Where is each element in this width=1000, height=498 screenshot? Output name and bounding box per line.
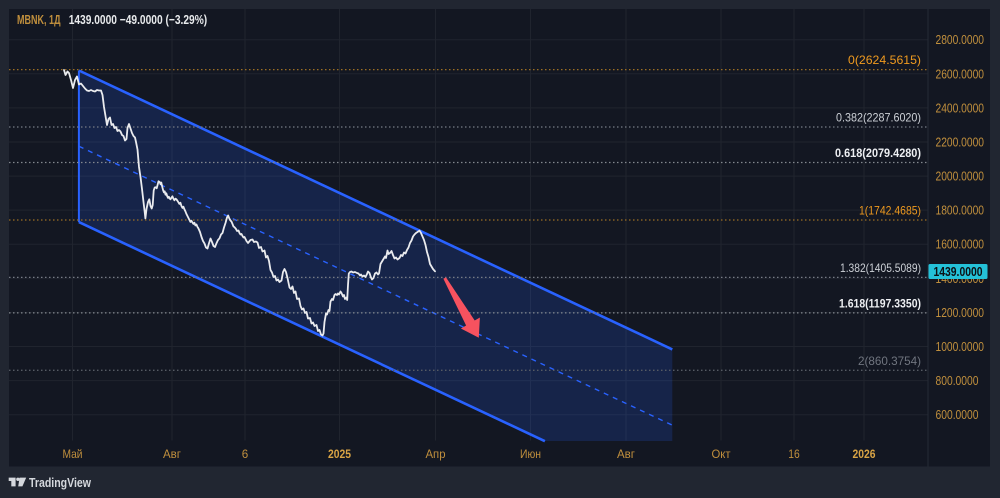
svg-text:Июн: Июн [520,447,541,461]
svg-text:0(2624.5615): 0(2624.5615) [848,53,921,67]
svg-text:Окт: Окт [712,447,731,461]
svg-text:Авг: Авг [617,447,636,461]
svg-text:1200.0000: 1200.0000 [936,305,985,320]
svg-text:2(860.3754): 2(860.3754) [858,354,921,368]
svg-text:1(1742.4685): 1(1742.4685) [859,204,921,218]
svg-text:1000.0000: 1000.0000 [936,339,985,354]
svg-text:0.382(2287.6020): 0.382(2287.6020) [836,111,921,125]
svg-text:800.0000: 800.0000 [936,373,979,388]
svg-text:1800.0000: 1800.0000 [936,203,985,218]
svg-text:1600.0000: 1600.0000 [936,237,985,252]
svg-text:1439.0000 −49.0000 (−3.29%): 1439.0000 −49.0000 (−3.29%) [69,12,208,27]
svg-text:1.618(1197.3350): 1.618(1197.3350) [839,296,921,310]
svg-text:MBNK, 1Д: MBNK, 1Д [17,12,61,27]
svg-text:2800.0000: 2800.0000 [936,32,985,47]
svg-text:16: 16 [788,447,800,461]
svg-text:1.382(1405.5089): 1.382(1405.5089) [840,261,921,275]
svg-text:6: 6 [242,447,249,461]
svg-text:2000.0000: 2000.0000 [936,169,985,184]
svg-text:2026: 2026 [853,447,876,461]
svg-text:2025: 2025 [328,447,351,461]
svg-text:Май: Май [63,447,83,461]
svg-text:1439.0000: 1439.0000 [934,265,983,279]
svg-text:0.618(2079.4280): 0.618(2079.4280) [835,146,921,160]
svg-text:2400.0000: 2400.0000 [936,100,985,115]
svg-text:Авг: Авг [163,447,182,461]
svg-text:Апр: Апр [426,447,446,461]
svg-text:600.0000: 600.0000 [936,407,979,422]
svg-text:2200.0000: 2200.0000 [936,135,985,150]
svg-text:TradingView: TradingView [29,475,92,490]
svg-text:2600.0000: 2600.0000 [936,66,985,81]
